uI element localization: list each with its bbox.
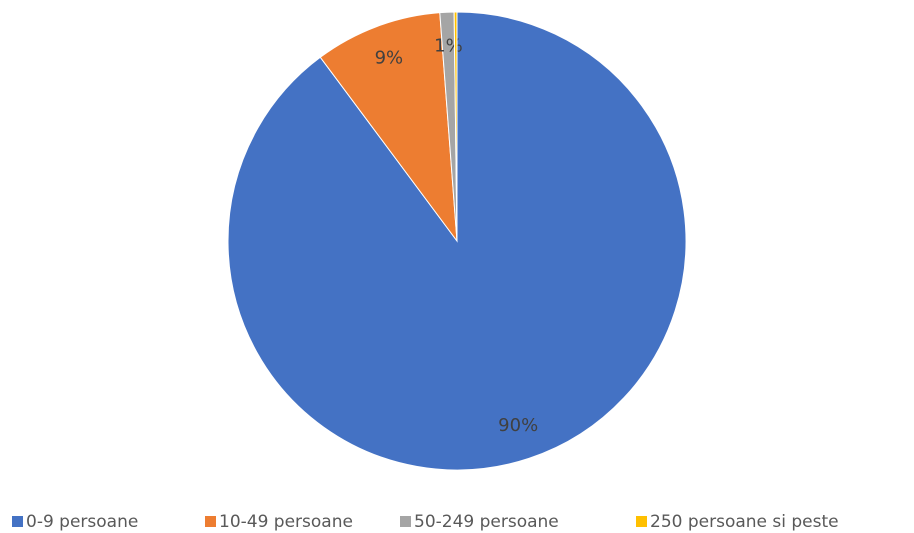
pie-slice bbox=[453, 11, 458, 242]
data-label: 9% bbox=[375, 48, 404, 69]
legend-swatch bbox=[205, 516, 216, 527]
legend-label: 50-249 persoane bbox=[414, 512, 559, 532]
legend-label: 0-9 persoane bbox=[26, 512, 138, 532]
legend-label: 250 persoane si peste bbox=[650, 512, 839, 532]
legend-swatch bbox=[12, 516, 23, 527]
data-label: 90% bbox=[498, 415, 538, 436]
data-label: 1% bbox=[434, 36, 463, 57]
legend-label: 10-49 persoane bbox=[219, 512, 353, 532]
pie-slice bbox=[319, 12, 458, 243]
legend-swatch bbox=[636, 516, 647, 527]
legend-swatch bbox=[400, 516, 411, 527]
